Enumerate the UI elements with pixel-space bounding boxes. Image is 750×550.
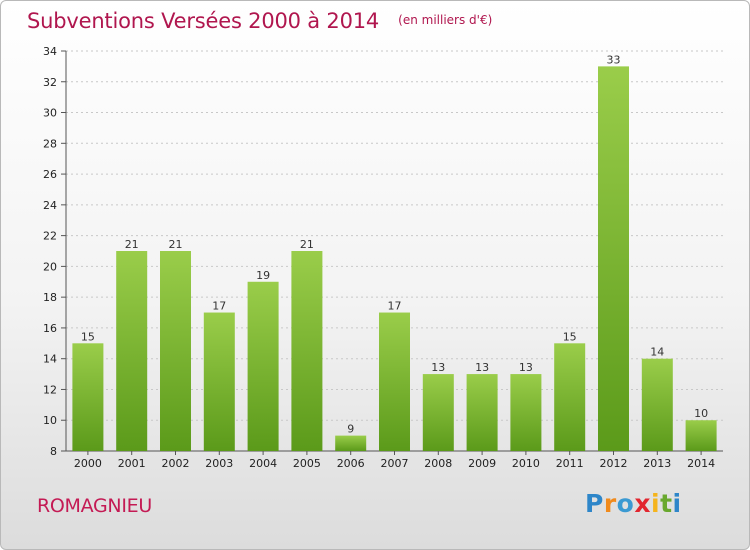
bar — [160, 251, 191, 451]
y-tick-label: 26 — [43, 168, 57, 181]
bar — [466, 374, 498, 451]
y-tick-label: 14 — [43, 353, 57, 366]
bar — [422, 374, 454, 451]
y-tick-label: 10 — [43, 414, 57, 427]
bar-value-label: 13 — [431, 361, 445, 374]
x-tick-label: 2006 — [337, 457, 365, 470]
bar — [598, 66, 629, 451]
y-tick-label: 8 — [50, 445, 57, 458]
bar-value-label: 17 — [212, 300, 226, 313]
bar-value-label: 17 — [388, 300, 402, 313]
bar — [247, 281, 279, 451]
bar-value-label: 9 — [347, 423, 354, 436]
bar — [116, 251, 148, 451]
bar-value-label: 13 — [519, 361, 533, 374]
y-tick-label: 24 — [43, 199, 57, 212]
bar-value-label: 21 — [300, 238, 314, 251]
x-tick-label: 2010 — [512, 457, 540, 470]
y-tick-label: 30 — [43, 107, 57, 120]
x-tick-label: 2008 — [424, 457, 452, 470]
bar-value-label: 21 — [169, 238, 183, 251]
bar — [641, 358, 673, 451]
x-tick-label: 2004 — [249, 457, 277, 470]
y-tick-label: 12 — [43, 383, 57, 396]
chart-subtitle: (en milliers d'€) — [398, 13, 493, 27]
bar — [335, 435, 367, 451]
y-tick-label: 28 — [43, 137, 57, 150]
bar — [554, 343, 586, 451]
chart-title: Subventions Versées 2000 à 2014 — [27, 9, 380, 33]
y-tick-label: 32 — [43, 76, 57, 89]
bar — [510, 374, 542, 451]
x-tick-label: 2001 — [118, 457, 146, 470]
y-tick-label: 34 — [43, 45, 57, 58]
bar — [379, 312, 410, 451]
x-tick-label: 2013 — [643, 457, 671, 470]
x-tick-label: 2014 — [687, 457, 715, 470]
bar-value-label: 15 — [563, 330, 577, 343]
bar-value-label: 13 — [475, 361, 489, 374]
bar — [685, 420, 717, 451]
y-tick-label: 20 — [43, 260, 57, 273]
x-tick-label: 2011 — [556, 457, 584, 470]
x-tick-label: 2012 — [600, 457, 628, 470]
bar-value-label: 14 — [650, 346, 664, 359]
bar-value-label: 15 — [81, 330, 95, 343]
y-tick-label: 16 — [43, 322, 57, 335]
x-tick-label: 2000 — [74, 457, 102, 470]
x-tick-label: 2002 — [162, 457, 190, 470]
x-tick-label: 2007 — [381, 457, 409, 470]
bar-value-label: 21 — [125, 238, 139, 251]
chart-header: Subventions Versées 2000 à 2014 (en mill… — [27, 9, 492, 33]
proxiti-logo: Proxiti — [585, 489, 682, 518]
bar — [72, 343, 104, 451]
commune-name: ROMAGNIEU — [37, 495, 152, 517]
bar — [291, 251, 323, 451]
y-tick-label: 18 — [43, 291, 57, 304]
x-tick-label: 2005 — [293, 457, 321, 470]
x-tick-label: 2003 — [205, 457, 233, 470]
bar-value-label: 10 — [694, 407, 708, 420]
bar-value-label: 33 — [607, 53, 621, 66]
x-tick-label: 2009 — [468, 457, 496, 470]
bar-value-label: 19 — [256, 269, 270, 282]
y-tick-label: 22 — [43, 230, 57, 243]
bar — [203, 312, 235, 451]
